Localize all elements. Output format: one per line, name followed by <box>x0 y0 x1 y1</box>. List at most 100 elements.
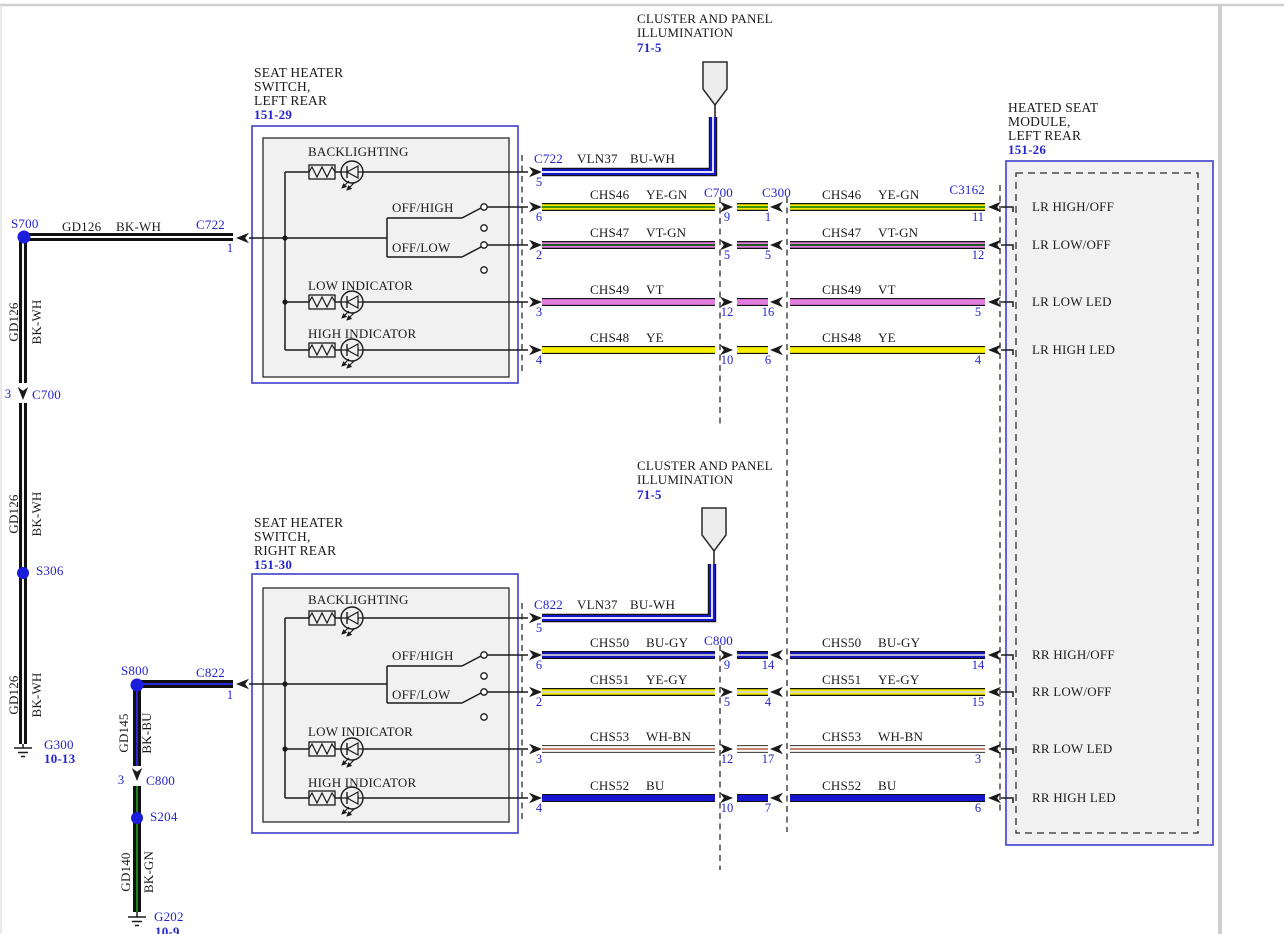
pin-c300-5: 5 <box>764 248 772 262</box>
circuit-chs46-l: CHS46 <box>590 187 630 202</box>
color-chs49-l: VT <box>646 282 664 297</box>
ground-g300-page-link[interactable]: 10-13 <box>44 751 76 766</box>
switch-lr-title-3: LEFT REAR <box>254 93 328 108</box>
conn-c3162-label: C3162 <box>949 182 985 197</box>
lr-low-indicator-label: LOW INDICATOR <box>308 278 414 293</box>
offpage-top-label-1: CLUSTER AND PANEL <box>637 11 773 26</box>
color-chs50-l: BU-GY <box>646 635 689 650</box>
pin-c700-3: 3 <box>4 387 12 401</box>
circuit-chs47-l: CHS47 <box>590 225 630 240</box>
pin-c700-9: 9 <box>723 210 731 224</box>
module-box <box>1005 160 1214 846</box>
pin-c822-5: 5 <box>535 621 543 635</box>
pin-c300-14: 14 <box>761 658 775 672</box>
switch-lr-page-link[interactable]: 151-29 <box>254 107 293 122</box>
splice-s700-label: S700 <box>11 216 39 231</box>
connector-dashed-lines <box>521 155 1001 870</box>
pin-c800-10: 10 <box>720 801 734 815</box>
pin-mod-14: 14 <box>971 658 985 672</box>
circuit-chs52-r: CHS52 <box>822 778 862 793</box>
switch-rr-title-2: SWITCH, <box>254 529 311 544</box>
offpage-top-page-link[interactable]: 71-5 <box>637 40 662 55</box>
conn-c300-label: C300 <box>762 185 791 200</box>
circuit-chs51-r: CHS51 <box>822 672 862 687</box>
mod-label-lr-low-off: LR LOW/OFF <box>1032 237 1111 252</box>
pin-mod-6: 6 <box>974 801 982 815</box>
ground-g202-icon <box>127 912 147 927</box>
pin-c300-17: 17 <box>761 752 775 766</box>
mod-label-lr-high-led: LR HIGH LED <box>1032 342 1116 357</box>
color-chs52-l: BU <box>646 778 665 793</box>
circuit-chs46-r: CHS46 <box>822 187 862 202</box>
pin-c700-10: 10 <box>720 353 734 367</box>
module-pin-stubs <box>1001 206 1014 803</box>
lr-off-low-label: OFF/LOW <box>392 240 451 255</box>
conn-c800-left-label: C800 <box>146 773 175 788</box>
lr-backlighting-label: BACKLIGHTING <box>308 144 409 159</box>
rr-high-indicator-label: HIGH INDICATOR <box>308 775 417 790</box>
pin-c300-7: 7 <box>764 801 772 815</box>
pin-c800-3: 3 <box>117 773 125 787</box>
pin-c722-5: 5 <box>535 175 543 189</box>
wire-gd145 <box>133 680 233 766</box>
rr-backlighting-label: BACKLIGHTING <box>308 592 409 607</box>
circuit-chs48-r: CHS48 <box>822 330 862 345</box>
pin-c800-9: 9 <box>723 658 731 672</box>
color-chs47-r: VT-GN <box>878 225 919 240</box>
pin-sw-2b: 2 <box>535 695 543 709</box>
color-chs51-r: YE-GY <box>878 672 920 687</box>
color-chs50-r: BU-GY <box>878 635 921 650</box>
switch-lr-title-1: SEAT HEATER <box>254 65 344 80</box>
circuit-chs50-r: CHS50 <box>822 635 862 650</box>
switch-rr-box <box>251 573 519 834</box>
switch-lr-title-2: SWITCH, <box>254 79 311 94</box>
ground-g300-label: G300 <box>44 737 74 752</box>
mod-label-rr-low-led: RR LOW LED <box>1032 741 1113 756</box>
pin-mod-3: 3 <box>974 752 982 766</box>
module-title-3: LEFT REAR <box>1008 128 1082 143</box>
wires <box>19 117 985 912</box>
conn-c822-label: C822 <box>534 597 563 612</box>
color-chs48-r: YE <box>878 330 896 345</box>
color-bkwh-v3: BK-WH <box>29 672 44 718</box>
color-chs53-l: WH-BN <box>646 729 692 744</box>
offpage-bottom-page-link[interactable]: 71-5 <box>637 487 662 502</box>
harness-gd126-h: GD126 <box>62 219 102 234</box>
pin-mod-11: 11 <box>971 210 985 224</box>
mod-label-rr-high-led: RR HIGH LED <box>1032 790 1116 805</box>
pin-c800-12: 12 <box>720 752 734 766</box>
module-title-2: MODULE, <box>1008 114 1071 129</box>
wire-gd126 <box>19 233 233 744</box>
pin-c822-1: 1 <box>226 688 234 702</box>
rr-off-high-label: OFF/HIGH <box>392 648 454 663</box>
circuit-chs53-l: CHS53 <box>590 729 630 744</box>
pin-c300-16: 16 <box>761 305 775 319</box>
pin-sw-4b: 4 <box>535 801 543 815</box>
circuit-vln37-top: VLN37 <box>577 151 618 166</box>
conn-c700-label: C700 <box>704 185 733 200</box>
circuit-chs47-r: CHS47 <box>822 225 862 240</box>
module-page-link[interactable]: 151-26 <box>1008 142 1047 157</box>
wirecolor-buwh-top: BU-WH <box>630 151 676 166</box>
color-bkgn-v: BK-GN <box>141 850 156 894</box>
pin-sw-4: 4 <box>535 353 543 367</box>
splice-s800-dot <box>130 678 144 692</box>
pin-c800-5: 5 <box>723 695 731 709</box>
splice-s204-label: S204 <box>150 809 178 824</box>
switch-rr-internals <box>249 606 528 817</box>
switch-rr-page-link[interactable]: 151-30 <box>254 557 293 572</box>
mod-label-lr-low-led: LR LOW LED <box>1032 294 1112 309</box>
conn-c822-left-label: C822 <box>196 665 225 680</box>
color-chs52-r: BU <box>878 778 897 793</box>
circuit-chs51-l: CHS51 <box>590 672 630 687</box>
switch-rr-title-1: SEAT HEATER <box>254 515 344 530</box>
pin-sw-3: 3 <box>535 305 543 319</box>
conn-c700-left-label: C700 <box>32 387 61 402</box>
circuit-vln37-bottom: VLN37 <box>577 597 618 612</box>
pin-mod-12: 12 <box>971 248 985 262</box>
ground-g202-page-link[interactable]: 10-9 <box>155 924 180 934</box>
conn-c722-label: C722 <box>534 151 563 166</box>
rr-off-low-label: OFF/LOW <box>392 687 451 702</box>
splice-s306-label: S306 <box>36 563 64 578</box>
switch-rr-title-3: RIGHT REAR <box>254 543 337 558</box>
